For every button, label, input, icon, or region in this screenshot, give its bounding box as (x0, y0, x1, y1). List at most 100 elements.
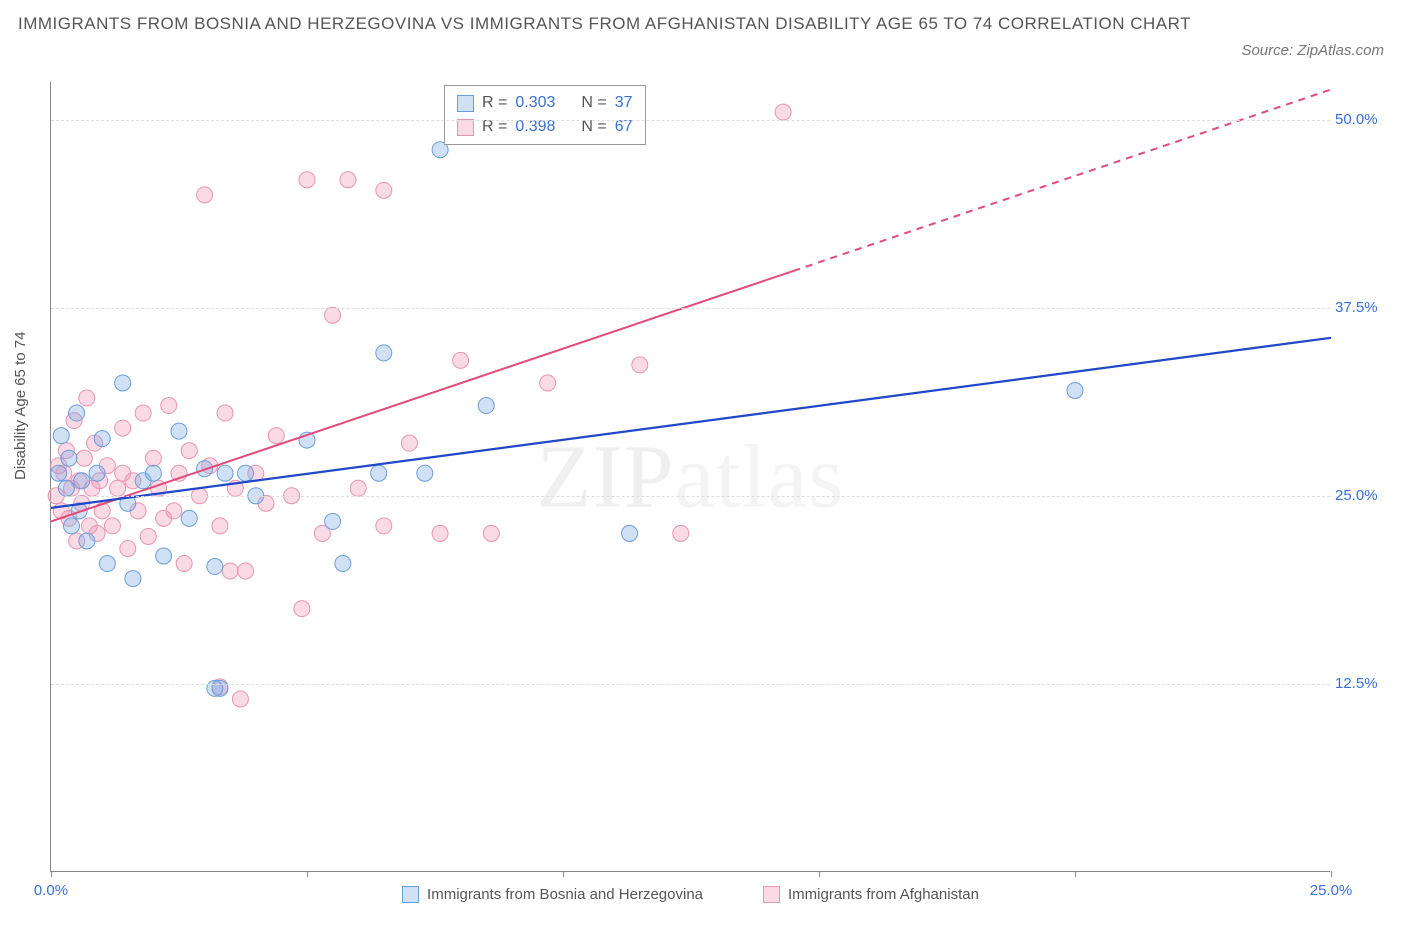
data-point (99, 556, 115, 572)
data-point (401, 435, 417, 451)
source-attribution: Source: ZipAtlas.com (1241, 42, 1384, 59)
legend-item: Immigrants from Bosnia and Herzegovina (402, 886, 703, 903)
y-tick-label: 25.0% (1335, 487, 1390, 504)
data-point (340, 172, 356, 188)
legend-r-label: R = (482, 115, 507, 139)
data-point (540, 375, 556, 391)
data-point (176, 556, 192, 572)
legend-swatch (402, 886, 419, 903)
data-point (145, 465, 161, 481)
legend-correlation: R = 0.303 N = 37 R = 0.398 N = 67 (444, 85, 646, 145)
x-tick-label: 0.0% (34, 882, 68, 899)
chart-title: IMMIGRANTS FROM BOSNIA AND HERZEGOVINA V… (18, 10, 1388, 37)
data-point (217, 465, 233, 481)
data-point (376, 345, 392, 361)
data-point (58, 480, 74, 496)
data-point (115, 375, 131, 391)
data-point (217, 405, 233, 421)
data-point (171, 423, 187, 439)
legend-n-value: 37 (615, 91, 633, 115)
data-point (335, 556, 351, 572)
y-tick-label: 37.5% (1335, 299, 1390, 316)
data-point (166, 503, 182, 519)
x-tick (51, 871, 52, 877)
data-point (238, 563, 254, 579)
data-point (79, 390, 95, 406)
data-point (61, 450, 77, 466)
data-point (1067, 382, 1083, 398)
y-tick-label: 50.0% (1335, 111, 1390, 128)
data-point (161, 398, 177, 414)
plot-area: ZIPatlas R =0.303N =37R =0.398N =67 Immi… (50, 82, 1330, 872)
data-point (268, 428, 284, 444)
data-point (478, 398, 494, 414)
legend-r-value: 0.303 (515, 91, 555, 115)
gridline (51, 120, 1330, 121)
gridline (51, 496, 1330, 497)
x-tick-label: 25.0% (1310, 882, 1353, 899)
data-point (325, 513, 341, 529)
y-tick-label: 12.5% (1335, 675, 1390, 692)
legend-item: Immigrants from Afghanistan (763, 886, 979, 903)
data-point (140, 528, 156, 544)
data-point (232, 691, 248, 707)
data-point (212, 518, 228, 534)
data-point (207, 680, 223, 696)
data-point (115, 420, 131, 436)
data-point (181, 510, 197, 526)
data-point (775, 104, 791, 120)
data-point (376, 518, 392, 534)
legend-row: R = 0.398 N = 67 (457, 115, 633, 139)
data-point (325, 307, 341, 323)
data-point (74, 473, 90, 489)
data-point (156, 548, 172, 564)
gridline (51, 308, 1330, 309)
data-point (120, 540, 136, 556)
data-point (622, 525, 638, 541)
legend-r-value: 0.398 (515, 115, 555, 139)
data-point (76, 450, 92, 466)
y-axis-label: Disability Age 65 to 74 (12, 332, 29, 480)
legend-label: Immigrants from Bosnia and Herzegovina (427, 886, 703, 903)
x-tick (819, 871, 820, 877)
x-tick (1331, 871, 1332, 877)
data-point (207, 559, 223, 575)
x-tick (563, 871, 564, 877)
data-point (110, 480, 126, 496)
data-point (376, 182, 392, 198)
data-point (632, 357, 648, 373)
data-point (89, 465, 105, 481)
data-point (69, 405, 85, 421)
legend-swatch (457, 119, 474, 136)
legend-n-label: N = (581, 91, 606, 115)
data-point (63, 518, 79, 534)
data-point (94, 431, 110, 447)
x-tick (307, 871, 308, 877)
trend-line (51, 338, 1331, 508)
data-point (238, 465, 254, 481)
data-point (294, 601, 310, 617)
data-point (483, 525, 499, 541)
data-point (125, 571, 141, 587)
trend-line-dashed (793, 90, 1331, 271)
data-point (53, 428, 69, 444)
legend-n-value: 67 (615, 115, 633, 139)
data-point (197, 187, 213, 203)
legend-n-label: N = (581, 115, 606, 139)
x-tick (1075, 871, 1076, 877)
legend-swatch (457, 95, 474, 112)
legend-label: Immigrants from Afghanistan (788, 886, 979, 903)
data-point (417, 465, 433, 481)
data-point (135, 405, 151, 421)
data-point (453, 352, 469, 368)
gridline (51, 684, 1330, 685)
legend-swatch (763, 886, 780, 903)
data-point (299, 172, 315, 188)
legend-r-label: R = (482, 91, 507, 115)
data-point (673, 525, 689, 541)
data-point (350, 480, 366, 496)
data-point (79, 533, 95, 549)
data-point (104, 518, 120, 534)
chart-svg (51, 82, 1330, 871)
data-point (145, 450, 161, 466)
